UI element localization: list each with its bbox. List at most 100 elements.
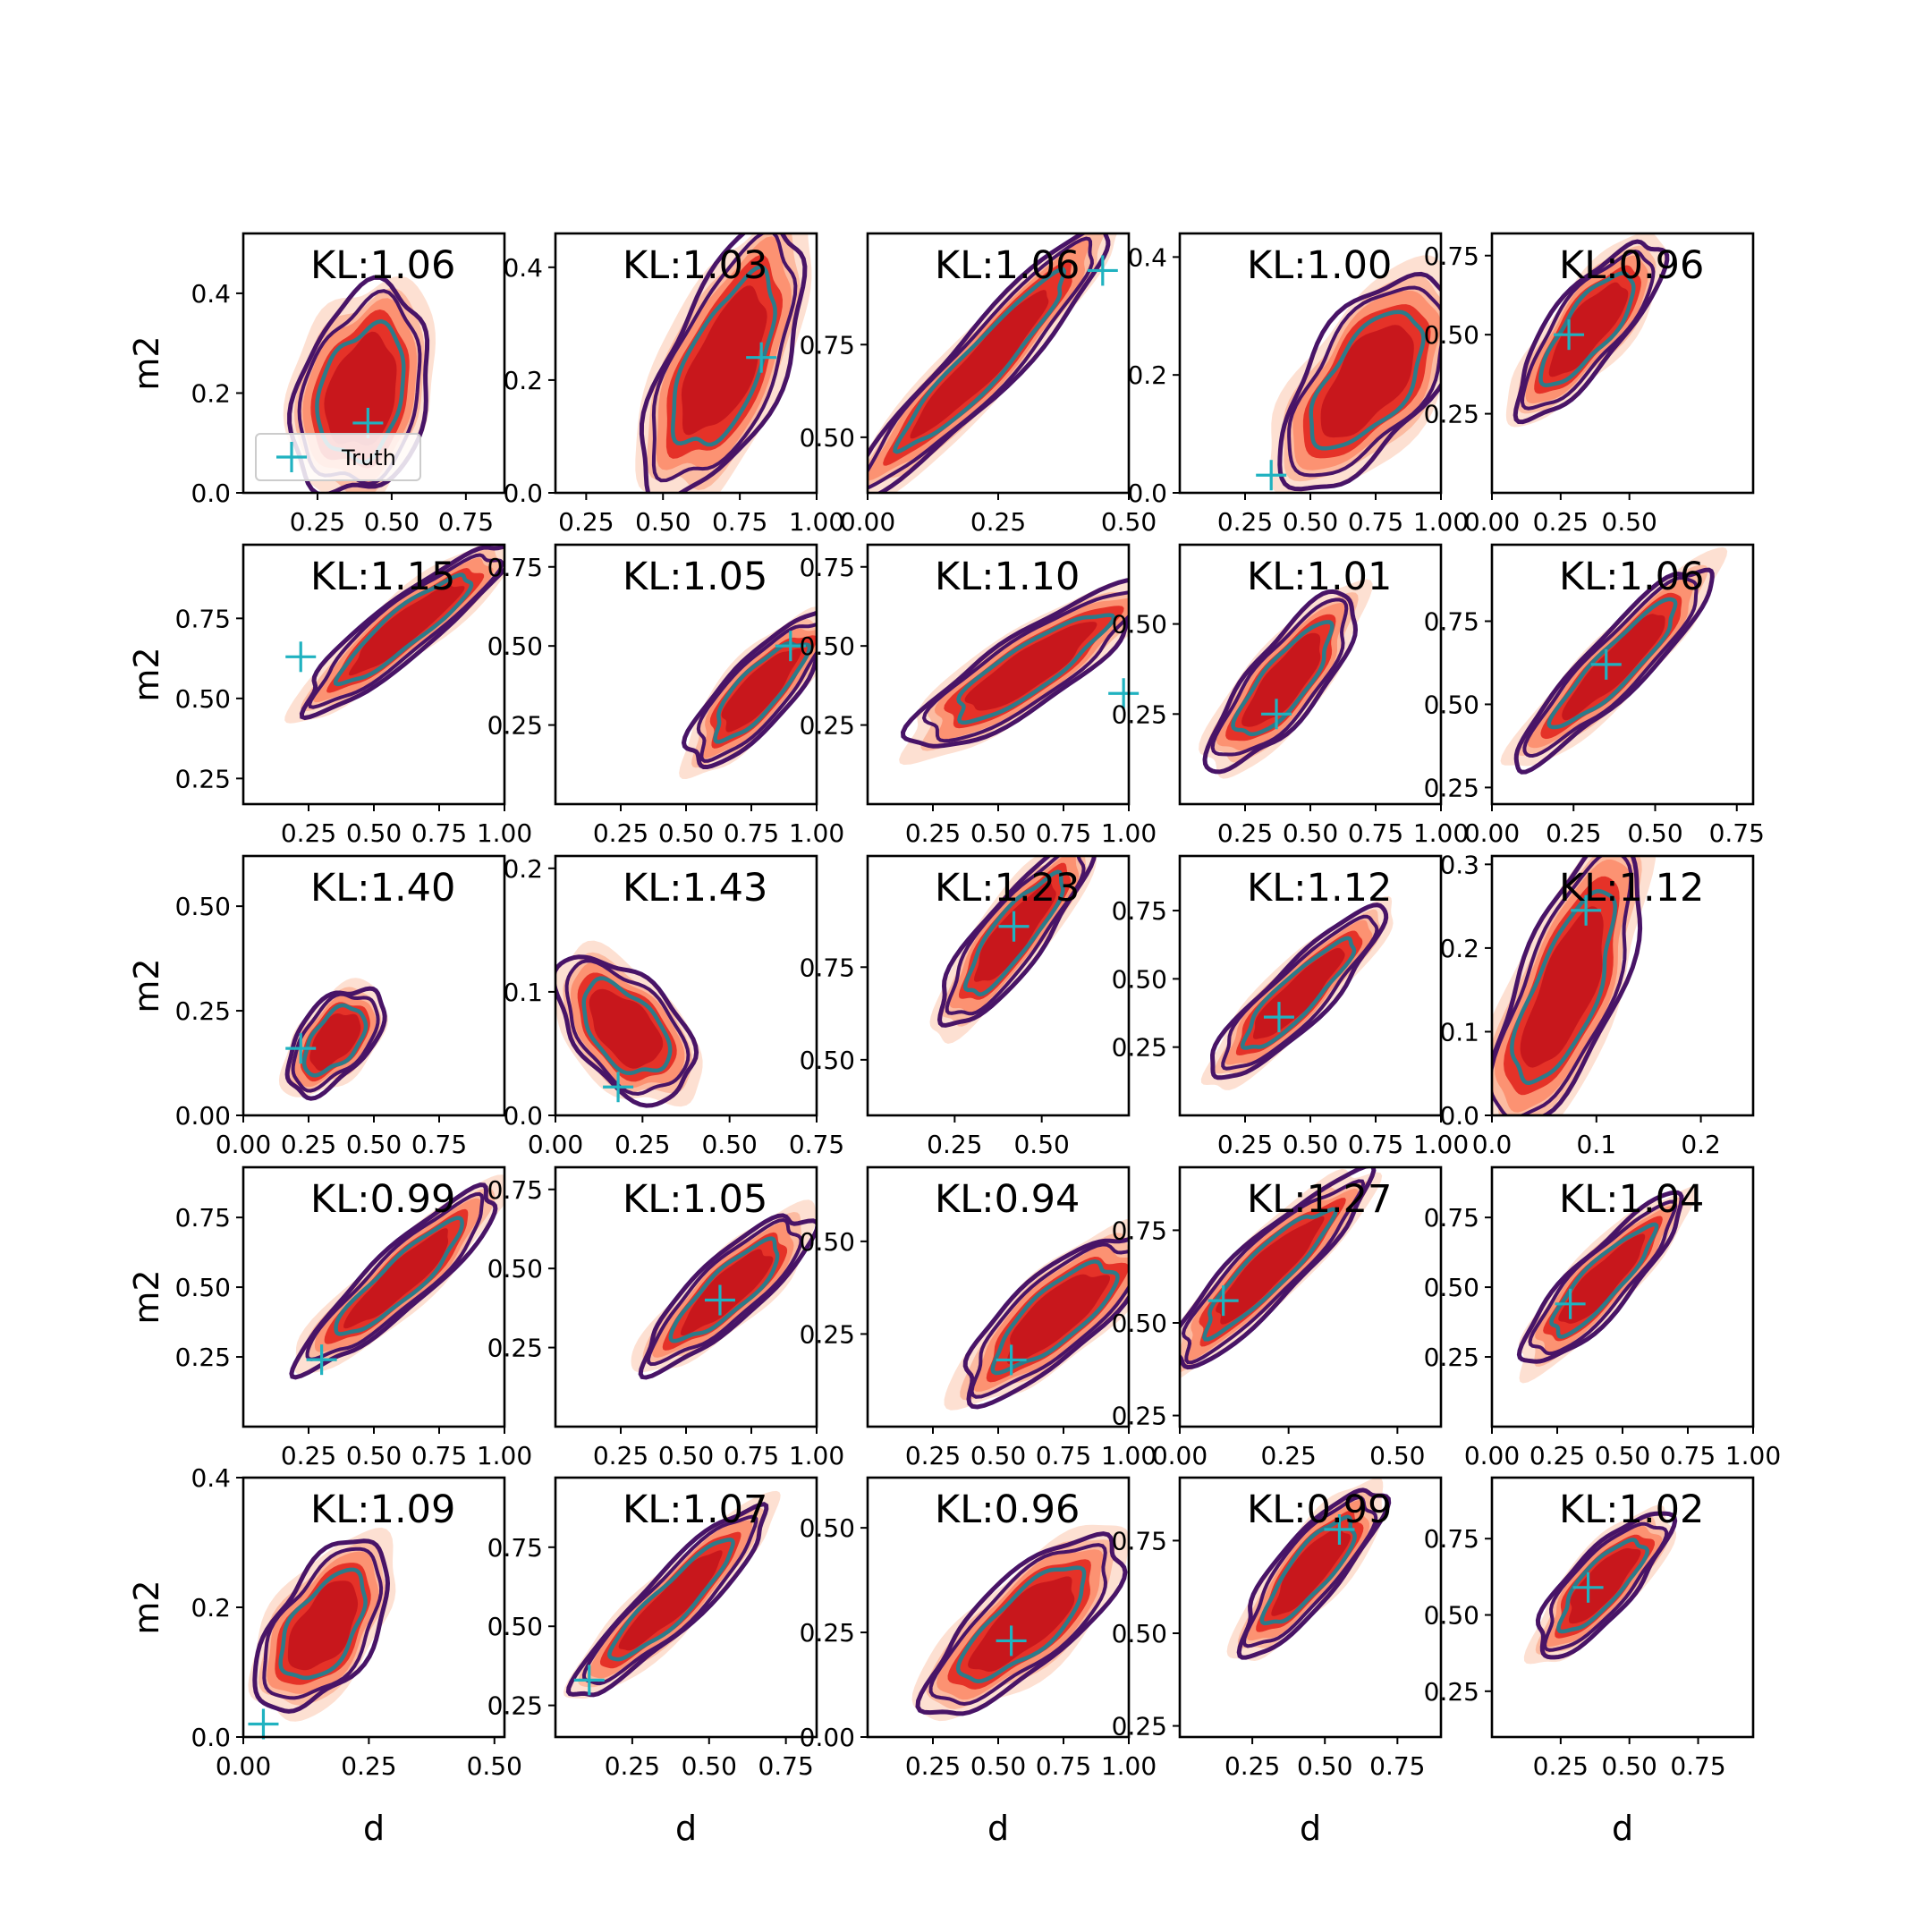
y-tick-label: 0.0 xyxy=(191,479,231,508)
y-tick-label: 0.50 xyxy=(1424,320,1479,350)
subplot-21: KL:1.09 0.00 0.25 0.50 0.0 0.2 0.4 m2 d xyxy=(127,1463,522,1848)
kl-annotation: KL:0.96 xyxy=(935,1487,1080,1532)
y-tick-label: 0.4 xyxy=(1127,242,1167,272)
subplot-18: KL:0.94 0.25 0.50 0.75 1.00 0.25 0.50 xyxy=(800,1165,1157,1470)
y-axis-title: m2 xyxy=(127,335,166,390)
inner-contour-line xyxy=(1546,597,1678,730)
x-tick-label: 0.25 xyxy=(1533,507,1589,537)
inner-contour-line xyxy=(1509,889,1618,1086)
x-tick-label: 0.25 xyxy=(281,1130,336,1159)
x-tick-label: 1.00 xyxy=(1101,1441,1157,1470)
x-tick-label: 0.2 xyxy=(1681,1130,1721,1159)
axes-frame xyxy=(1490,232,1755,495)
axes-frame xyxy=(1490,854,1755,1117)
y-axis-title: m2 xyxy=(127,647,166,701)
x-tick-label: 0.50 xyxy=(1602,1751,1657,1781)
subplot-17: KL:1.05 0.25 0.50 0.75 1.00 0.25 0.50 0.75 xyxy=(487,1165,844,1470)
x-tick-label: 0.75 xyxy=(1709,818,1765,848)
subplot-6: KL:1.15 0.25 0.50 0.75 1.00 0.25 0.50 0.75 m2 xyxy=(127,543,532,848)
contour-area xyxy=(635,233,812,493)
density-level-5 xyxy=(309,1013,361,1072)
x-tick-label: 0.50 xyxy=(1595,1441,1650,1470)
density-level-5 xyxy=(1562,614,1665,721)
y-tick-label: 0.4 xyxy=(191,1463,231,1493)
y-tick-label: 0.75 xyxy=(1112,896,1167,926)
inner-contour-line xyxy=(334,1216,464,1336)
truth-marker xyxy=(1324,1514,1355,1545)
axes-frame xyxy=(554,232,818,495)
x-tick-label: 0.25 xyxy=(605,1751,660,1781)
x-tick-label: 1.00 xyxy=(477,818,532,848)
subplot-8: KL:1.10 0.25 0.50 0.75 1.00 0.25 0.50 0.75 xyxy=(800,543,1157,848)
inner-contour-line xyxy=(1259,1514,1357,1626)
density-level-5 xyxy=(1271,1527,1351,1616)
truth-marker xyxy=(1261,699,1292,730)
x-tick-label: 0.50 xyxy=(346,1130,402,1159)
subplot-15: KL:1.12 0.0 0.1 0.2 0.0 0.1 0.2 0.3 xyxy=(1439,850,1755,1159)
y-tick-label: 0.50 xyxy=(1424,1273,1479,1302)
mid-contour-line xyxy=(945,856,1086,1016)
mid-contour-line xyxy=(1221,914,1379,1071)
contour-area xyxy=(1269,255,1441,493)
y-tick-label: 0.75 xyxy=(487,553,543,582)
mid-contour-line xyxy=(1543,1521,1669,1652)
y-tick-label: 0.00 xyxy=(175,1101,231,1131)
x-tick-label: 0.50 xyxy=(364,507,419,537)
outer-contour-line xyxy=(1513,239,1670,425)
y-tick-label: 0.50 xyxy=(1112,610,1167,640)
y-axis-title: m2 xyxy=(127,958,166,1013)
mid-contour-line xyxy=(921,590,1129,743)
y-tick-label: 0.25 xyxy=(487,1691,543,1721)
y-tick-label: 0.25 xyxy=(487,1334,543,1363)
kl-annotation: KL:1.02 xyxy=(1559,1487,1704,1532)
contour-area xyxy=(289,1174,504,1380)
density-level-5 xyxy=(964,622,1097,711)
x-tick-label: 0.00 xyxy=(840,507,895,537)
density-level-5 xyxy=(348,584,465,676)
x-tick-label: 0.00 xyxy=(1464,507,1520,537)
y-tick-label: 0.50 xyxy=(800,423,855,453)
y-axis-title: m2 xyxy=(127,1580,166,1634)
y-tick-label: 0.50 xyxy=(175,684,231,714)
y-tick-label: 0.75 xyxy=(487,1533,543,1563)
y-tick-label: 0.1 xyxy=(503,978,543,1007)
axes-frame xyxy=(1490,543,1755,806)
contour-area xyxy=(283,275,436,493)
subplot-4: KL:1.00 0.25 0.50 0.75 1.00 0.0 0.2 0.4 xyxy=(1127,232,1469,537)
x-tick-label: 0.50 xyxy=(1283,818,1338,848)
x-tick-label: 0.25 xyxy=(1530,1441,1585,1470)
y-tick-label: 0.25 xyxy=(175,764,231,793)
inner-contour-line xyxy=(333,572,474,687)
x-tick-label: 0.75 xyxy=(1660,1441,1716,1470)
x-tick-label: 0.75 xyxy=(1036,1441,1091,1470)
inner-contour-line xyxy=(1231,620,1335,737)
x-tick-label: 0.75 xyxy=(712,507,767,537)
axes-frame xyxy=(1490,1476,1755,1739)
y-tick-label: 0.50 xyxy=(175,892,231,921)
legend-box xyxy=(255,433,421,481)
y-tick-label: 0.1 xyxy=(1439,1017,1479,1046)
kl-annotation: KL:1.01 xyxy=(1247,555,1392,599)
y-tick-label: 0.75 xyxy=(1112,1216,1167,1245)
subplot-1: KL:1.06 0.25 0.50 0.75 0.0 0.2 0.4 m2 Truth xyxy=(127,232,506,537)
contour-area xyxy=(899,578,1129,766)
y-tick-label: 0.50 xyxy=(800,631,855,661)
inner-contour-line xyxy=(1549,1222,1659,1339)
inner-contour-line xyxy=(962,869,1065,997)
x-tick-label: 0.75 xyxy=(789,1130,844,1159)
x-tick-label: 0.50 xyxy=(658,1441,714,1470)
outer-contour-line xyxy=(681,610,817,769)
truth-marker xyxy=(285,1033,317,1064)
x-tick-label: 0.75 xyxy=(1036,818,1091,848)
x-tick-label: 0.25 xyxy=(1217,818,1273,848)
x-tick-label: 0.00 xyxy=(216,1751,271,1781)
y-tick-label: 0.2 xyxy=(1127,360,1167,390)
x-tick-label: 0.25 xyxy=(905,1751,961,1781)
subplot-14: KL:1.12 0.25 0.50 0.75 1.00 0.25 0.50 0.75 xyxy=(1112,854,1469,1159)
y-tick-label: 0.0 xyxy=(191,1723,231,1752)
y-tick-label: 0.50 xyxy=(487,631,543,661)
inner-contour-line xyxy=(713,640,812,744)
truth-marker xyxy=(1555,1288,1586,1319)
subplot-5: KL:0.96 0.00 0.25 0.50 0.25 0.50 0.75 xyxy=(1424,232,1755,537)
x-tick-label: 0.50 xyxy=(970,818,1026,848)
